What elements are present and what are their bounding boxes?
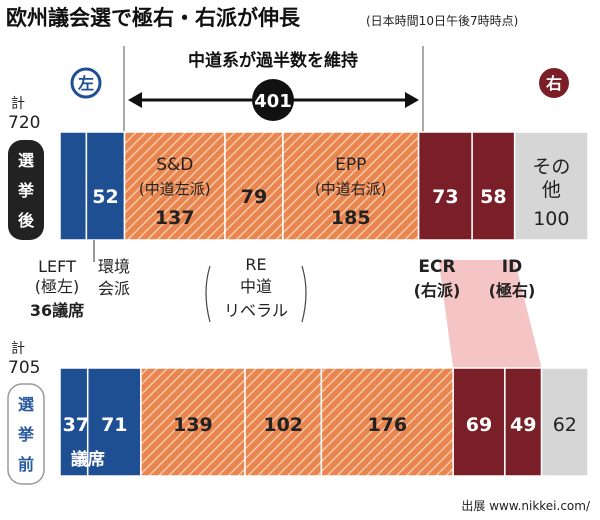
after-row-pill <box>8 140 44 240</box>
ecr-id-connector <box>438 260 542 368</box>
bar-before-0 <box>59 367 89 477</box>
bar-after-4 <box>282 131 420 241</box>
before-total-caption: 計 <box>11 341 25 357</box>
left-name: LEFT <box>38 257 76 276</box>
value-before-5: 69 <box>466 414 492 436</box>
bar-after-5 <box>417 131 473 241</box>
label-greens: 環境 会派 <box>98 257 130 298</box>
after-total-caption: 計 <box>11 96 25 112</box>
svg-text:挙: 挙 <box>18 425 34 444</box>
value-before-0: 37 <box>63 414 89 436</box>
bar-after-1 <box>85 131 126 241</box>
bar-before-1 <box>86 367 142 477</box>
value-before-4: 176 <box>367 414 407 436</box>
bar-after-7 <box>513 131 589 241</box>
left-badge: 左 <box>70 67 102 99</box>
left-badge-label: 左 <box>77 74 94 93</box>
re-name: RE <box>245 255 266 274</box>
after-total-value: 720 <box>8 113 40 133</box>
majority-value: 401 <box>254 91 292 112</box>
id-sub: (極右) <box>489 281 536 300</box>
re-line3: リベラル <box>224 301 288 320</box>
ecr-sub: (右派) <box>414 281 461 300</box>
svg-text:挙: 挙 <box>18 181 34 200</box>
right-badge-label: 右 <box>546 74 562 93</box>
value-before-7: 62 <box>553 414 577 436</box>
label-re: RE 中道 リベラル <box>205 255 307 323</box>
label-ecr: ECR (右派) <box>414 257 461 300</box>
source-credit: 出展 www.nikkei.com/ <box>461 499 591 513</box>
value-after-7: 100 <box>533 208 569 230</box>
value-before-6: 49 <box>510 414 536 436</box>
before-total-value: 705 <box>8 358 40 378</box>
bar-after-2 <box>123 131 226 241</box>
value-after-2: 137 <box>155 207 195 229</box>
label-after-sd-sub: (中道左派) <box>139 180 211 198</box>
bar-after-6 <box>471 131 516 241</box>
value-before-2: 139 <box>173 414 213 436</box>
before-row-pill <box>7 383 45 485</box>
label-after-sd-name: S&D <box>156 155 193 175</box>
right-badge: 右 <box>539 68 569 98</box>
value-after-1: 52 <box>92 186 118 208</box>
seats-unit-before: 議席 <box>71 449 105 470</box>
after-row-label: 選 挙 後 <box>18 151 35 230</box>
value-after-6: 58 <box>480 186 506 208</box>
chart-title: 欧州議会選で極右・右派が伸長 <box>6 6 301 30</box>
svg-text:後: 後 <box>18 211 35 230</box>
majority-label: 中道系が過半数を維持 <box>188 50 358 71</box>
value-after-5: 73 <box>432 186 458 208</box>
bar-before-6 <box>504 367 543 477</box>
re-bracket-right <box>301 265 307 323</box>
bar-before-7 <box>540 367 589 477</box>
re-line2: 中道 <box>240 277 272 296</box>
value-after-3: 79 <box>241 186 267 208</box>
label-id: ID (極右) <box>489 257 536 300</box>
bar-before-4 <box>320 367 454 477</box>
bar-after-3 <box>224 131 284 241</box>
left-sub: (極左) <box>35 277 80 296</box>
svg-text:前: 前 <box>18 455 34 474</box>
label-after-epp-name: EPP <box>335 155 366 175</box>
majority-badge <box>252 79 294 121</box>
re-bracket-left <box>205 265 211 323</box>
label-left-group: LEFT (極左) 36議席 <box>30 257 84 320</box>
ecr-name: ECR <box>418 257 455 277</box>
value-before-3: 102 <box>263 414 303 436</box>
label-after-other-2: 他 <box>542 179 561 201</box>
id-name: ID <box>502 257 522 277</box>
greens-line1: 環境 <box>98 257 130 276</box>
timestamp-note: (日本時間10日午後7時時点) <box>366 14 518 28</box>
label-after-other-1: その <box>532 156 570 178</box>
before-row-label: 選 挙 前 <box>18 395 34 474</box>
label-after-epp-sub: (中道右派) <box>315 180 387 198</box>
bar-before-5 <box>452 367 506 477</box>
value-after-4: 185 <box>331 207 371 229</box>
left-seats: 36議席 <box>30 301 84 320</box>
bar-before-3 <box>244 367 323 477</box>
bar-after-0 <box>59 131 88 241</box>
before-bars: 37 議席 71 139 102 176 69 49 62 <box>59 367 589 477</box>
value-before-1: 71 <box>101 414 127 436</box>
after-bars: 52 S&D (中道左派) 137 79 EPP (中道右派) 185 73 58 その他 100 <box>59 131 589 241</box>
svg-text:選: 選 <box>18 395 34 414</box>
greens-line2: 会派 <box>98 279 130 298</box>
svg-text:選: 選 <box>18 151 34 170</box>
